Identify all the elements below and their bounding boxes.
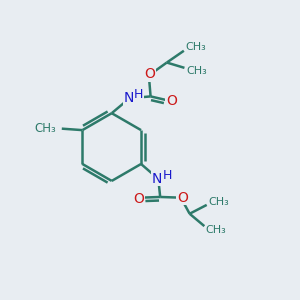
Text: O: O xyxy=(177,190,188,205)
Text: N: N xyxy=(152,172,162,186)
Text: CH₃: CH₃ xyxy=(208,197,229,207)
Text: O: O xyxy=(144,67,155,81)
Text: H: H xyxy=(134,88,143,101)
Text: CH₃: CH₃ xyxy=(206,225,226,235)
Text: H: H xyxy=(162,169,172,182)
Text: CH₃: CH₃ xyxy=(186,66,207,76)
Text: CH₃: CH₃ xyxy=(35,122,56,135)
Text: O: O xyxy=(166,94,177,108)
Text: CH₃: CH₃ xyxy=(185,42,206,52)
Text: O: O xyxy=(133,192,144,206)
Text: N: N xyxy=(123,91,134,105)
